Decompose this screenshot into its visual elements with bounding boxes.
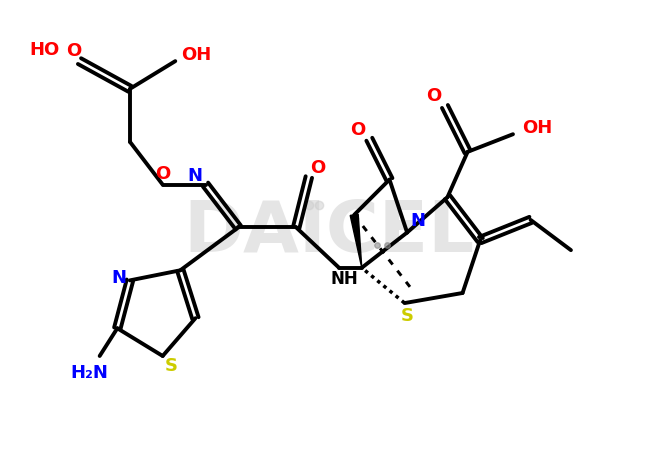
Text: O: O	[311, 159, 326, 177]
Text: O: O	[66, 42, 81, 60]
Text: N: N	[411, 213, 426, 231]
Text: S: S	[165, 357, 178, 375]
Text: OH: OH	[522, 119, 552, 137]
Text: NH: NH	[330, 270, 358, 288]
Text: OH: OH	[182, 46, 212, 64]
Text: O: O	[426, 87, 442, 106]
Text: DAICEL: DAICEL	[184, 198, 474, 267]
Text: O: O	[155, 165, 170, 183]
Text: HO: HO	[29, 41, 59, 59]
Polygon shape	[350, 214, 362, 268]
Text: N: N	[111, 269, 126, 287]
Text: S: S	[401, 306, 414, 325]
Text: N: N	[187, 166, 202, 185]
Text: H₂N: H₂N	[70, 364, 109, 382]
Text: O: O	[351, 121, 366, 139]
